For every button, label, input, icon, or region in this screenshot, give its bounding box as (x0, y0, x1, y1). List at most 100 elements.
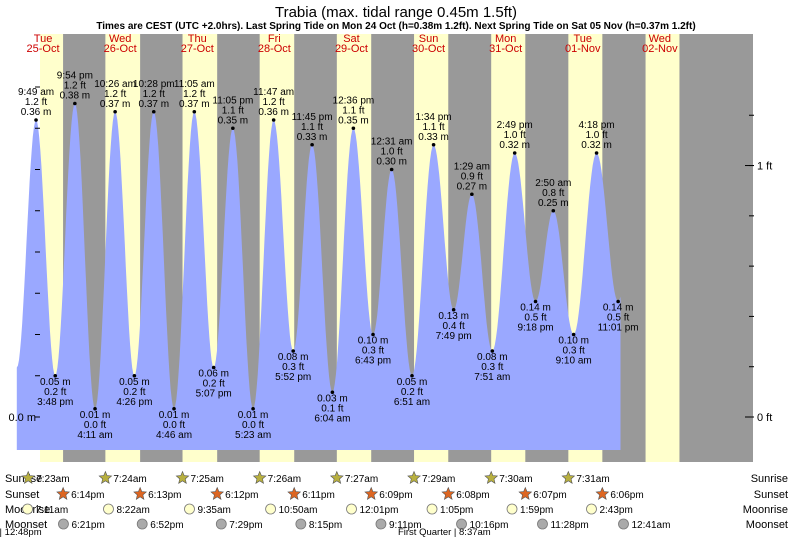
sunset-star-icon (56, 486, 71, 500)
tide-label: 9:18 pm (517, 323, 553, 334)
tide-label: 0.10 m (558, 336, 589, 347)
tide-label: 11:45 pm (292, 112, 333, 123)
low-tide-point (571, 332, 576, 337)
tide-label: 0.35 m (338, 115, 369, 126)
date-label: 30-Oct (412, 43, 445, 55)
date-label: 28-Oct (258, 43, 291, 55)
low-tide-point (132, 373, 137, 378)
moonset-time: 6:21pm (71, 520, 104, 531)
tide-label: 0.0 ft (84, 420, 106, 431)
tide-label: 5:07 pm (196, 389, 232, 400)
tide-label: 9:49 am (18, 87, 54, 98)
tide-label: 0.03 m (317, 393, 348, 404)
tide-label: 0.8 ft (542, 188, 564, 199)
sunset-star-icon (287, 486, 302, 500)
tide-label: 0.37 m (138, 99, 169, 110)
low-tide-point (410, 373, 414, 378)
tide-label: 0.13 m (438, 311, 469, 322)
tide-label: 10:28 pm (133, 79, 175, 90)
tide-label: 0.2 ft (203, 379, 225, 390)
high-tide-point (231, 126, 235, 131)
sunrise-star-icon (175, 470, 190, 484)
sunrise-star-icon (21, 470, 36, 484)
tide-label: 0.3 ft (563, 346, 585, 357)
tide-label: 0.38 m (60, 91, 91, 102)
high-tide-point (351, 126, 356, 131)
right-axis-label: 0 ft (757, 412, 772, 424)
moonset-moon-icon (58, 518, 69, 530)
date-label: 01-Nov (565, 43, 601, 55)
tide-label: 0.32 m (499, 140, 530, 151)
high-tide-point (34, 118, 38, 122)
tide-label: 0.01 m (159, 410, 190, 421)
chart-subtitle: Times are CEST (UTC +2.0hrs). Last Sprin… (96, 21, 695, 32)
tide-label: 1.0 ft (381, 147, 403, 158)
tide-label: 0.06 m (198, 369, 229, 380)
tide-label: 4:11 am (77, 430, 112, 441)
date-label: 26-Oct (104, 43, 137, 55)
tide-label: 0.05 m (397, 377, 428, 388)
tide-label: 10:26 am (94, 79, 136, 90)
sunrise-time: 7:24am (113, 474, 146, 485)
tide-label: 0.5 ft (607, 313, 629, 324)
sunset-star-icon (364, 486, 379, 500)
tide-label: 12:36 pm (333, 95, 375, 106)
moonset-moon-icon (618, 518, 629, 530)
moonrise-moon-icon (346, 503, 357, 515)
tide-label: 0.1 ft (321, 403, 343, 414)
sunrise-star-icon (484, 470, 499, 484)
high-tide-point (113, 109, 117, 114)
axes: 0.0 m 0 ft 1 ft (8, 86, 772, 424)
low-tide-point (490, 349, 495, 353)
moonrise-time: 12:01pm (360, 505, 399, 516)
low-tide-point (616, 299, 620, 304)
tide-label: 5:23 am (235, 430, 271, 441)
tide-label: 0.14 m (520, 303, 551, 314)
row-label-sunset-right: Sunset (754, 489, 788, 501)
tide-label: 0.10 m (358, 336, 389, 347)
tide-area (16, 103, 621, 450)
sunset-star-icon (133, 486, 148, 500)
moon-phase-label: New Moon | 12:48pm (0, 527, 42, 538)
tide-label: 0.2 ft (401, 387, 423, 398)
tide-label: 0.3 ft (481, 362, 503, 373)
row-label-sunrise-right: Sunrise (751, 473, 788, 485)
moonset-moon-icon (295, 518, 307, 530)
tide-label: 1.2 ft (143, 89, 165, 100)
low-tide-point (93, 406, 97, 411)
moonrise-moon-icon (586, 503, 597, 515)
day-of-week-label: Tue (573, 33, 592, 45)
high-tide-point (389, 167, 394, 172)
low-tide-point (251, 406, 255, 411)
tide-label: 1:29 am (454, 161, 490, 172)
day-of-week-label: Thu (188, 33, 207, 45)
sunset-time: 6:14pm (71, 490, 104, 501)
high-tide-point (594, 151, 599, 155)
low-tide-point (371, 332, 375, 337)
sunrise-time: 7:26am (268, 474, 301, 485)
tide-label: 0.25 m (538, 198, 569, 209)
tide-label: 0.33 m (418, 132, 449, 143)
tide-label: 0.01 m (80, 410, 111, 421)
sunset-time: 6:11pm (302, 490, 335, 501)
high-tide-point (431, 142, 436, 147)
tide-label: 11:47 am (253, 87, 294, 98)
high-tide-point (512, 151, 517, 155)
tide-label: 1.0 ft (504, 130, 526, 141)
moonset-moon-icon (456, 518, 467, 530)
tide-label: 11:05 am (174, 79, 215, 90)
tide-label: 0.36 m (21, 107, 52, 118)
left-axis-label: 0.0 m (8, 412, 36, 424)
date-label: 31-Oct (489, 43, 522, 55)
tide-label: 2:50 am (535, 178, 571, 189)
tide-label: 0.37 m (100, 99, 131, 110)
moonset-time: 6:52pm (150, 520, 183, 531)
tide-label: 0.0 ft (242, 420, 264, 431)
tide-label: 0.08 m (278, 352, 309, 363)
tide-label: 11:05 pm (212, 95, 253, 106)
tide-label: 0.4 ft (443, 321, 465, 332)
tide-label: 0.2 ft (123, 387, 145, 398)
tide-label: 1.2 ft (263, 97, 285, 108)
tide-label: 6:04 am (314, 413, 350, 424)
tide-label: 2:49 pm (497, 120, 533, 131)
